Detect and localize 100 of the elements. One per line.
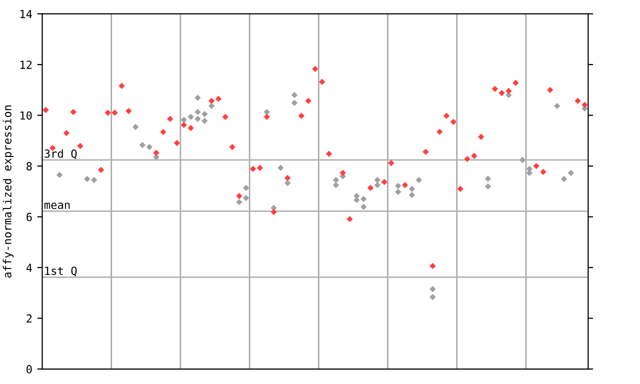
point xyxy=(519,156,526,164)
point xyxy=(332,182,340,188)
point xyxy=(242,184,250,191)
point xyxy=(408,192,416,198)
point xyxy=(506,88,512,94)
point xyxy=(492,86,498,92)
point xyxy=(374,182,380,188)
point xyxy=(484,176,492,182)
point xyxy=(63,130,70,136)
point xyxy=(346,216,353,222)
point xyxy=(443,112,450,119)
y-tick-label: 14 xyxy=(20,10,32,18)
point xyxy=(208,98,215,104)
point xyxy=(582,102,588,108)
point xyxy=(202,110,208,118)
point xyxy=(291,92,298,98)
point xyxy=(484,183,492,190)
point xyxy=(430,262,436,270)
point xyxy=(98,166,104,173)
point xyxy=(312,66,318,72)
point xyxy=(395,182,402,189)
point xyxy=(457,186,464,192)
point xyxy=(374,176,380,184)
point xyxy=(166,116,174,122)
y-tick-label: 10 xyxy=(20,111,32,120)
y-tick-label: 4 xyxy=(26,264,32,272)
y-tick-label: 0 xyxy=(26,365,32,374)
point xyxy=(174,140,180,146)
point xyxy=(278,164,284,171)
y-tick-label: 6 xyxy=(26,212,32,222)
point xyxy=(160,128,166,136)
point xyxy=(236,198,242,206)
point xyxy=(180,122,188,128)
point xyxy=(146,144,152,150)
point xyxy=(305,98,312,104)
point xyxy=(70,108,76,116)
y-tick-label: 2 xyxy=(26,314,32,323)
point xyxy=(236,192,242,200)
point xyxy=(436,128,443,135)
point xyxy=(298,112,304,119)
ref-line-label: mean xyxy=(44,202,70,210)
point xyxy=(540,168,546,175)
point xyxy=(208,102,215,110)
point xyxy=(270,208,277,216)
point xyxy=(395,188,402,196)
point xyxy=(568,170,574,176)
point xyxy=(194,116,201,122)
ref-line-label: 3rd Q xyxy=(44,149,77,160)
point xyxy=(42,106,49,114)
point xyxy=(498,90,505,96)
point xyxy=(340,170,346,176)
point xyxy=(422,148,429,155)
point xyxy=(250,166,256,172)
point xyxy=(388,160,394,166)
point xyxy=(77,142,84,150)
point xyxy=(180,116,188,123)
y-axis-title: affy-normalized expression xyxy=(2,105,14,278)
point xyxy=(430,286,436,292)
point xyxy=(408,186,416,192)
ref-line-label: 1st Q xyxy=(45,266,77,276)
point xyxy=(126,108,132,114)
point xyxy=(264,114,270,120)
point xyxy=(319,78,326,85)
point xyxy=(104,110,111,116)
point xyxy=(560,176,568,182)
point xyxy=(118,82,125,89)
point xyxy=(188,114,194,120)
y-tick-label: 12 xyxy=(20,60,32,69)
point xyxy=(360,196,367,202)
point xyxy=(478,134,484,140)
point xyxy=(112,110,118,116)
point xyxy=(450,118,457,126)
y-tick-label: 8 xyxy=(26,162,32,170)
point xyxy=(215,96,222,102)
point xyxy=(526,170,533,176)
point xyxy=(471,152,478,160)
point xyxy=(56,172,63,178)
point xyxy=(153,150,160,156)
point xyxy=(547,86,554,94)
point xyxy=(326,150,332,157)
point xyxy=(229,144,236,150)
point xyxy=(139,142,146,148)
point xyxy=(84,176,90,182)
point xyxy=(554,102,560,110)
point xyxy=(132,124,139,130)
point xyxy=(256,164,264,171)
point xyxy=(464,156,470,162)
point xyxy=(284,180,291,186)
point xyxy=(222,114,228,120)
point xyxy=(284,174,291,182)
point xyxy=(574,98,581,104)
point xyxy=(90,176,98,184)
point xyxy=(402,182,408,188)
point xyxy=(416,176,422,184)
point xyxy=(264,108,270,116)
point xyxy=(367,184,374,191)
point xyxy=(291,100,298,106)
point xyxy=(430,294,436,300)
point xyxy=(512,80,519,86)
point xyxy=(194,108,201,116)
